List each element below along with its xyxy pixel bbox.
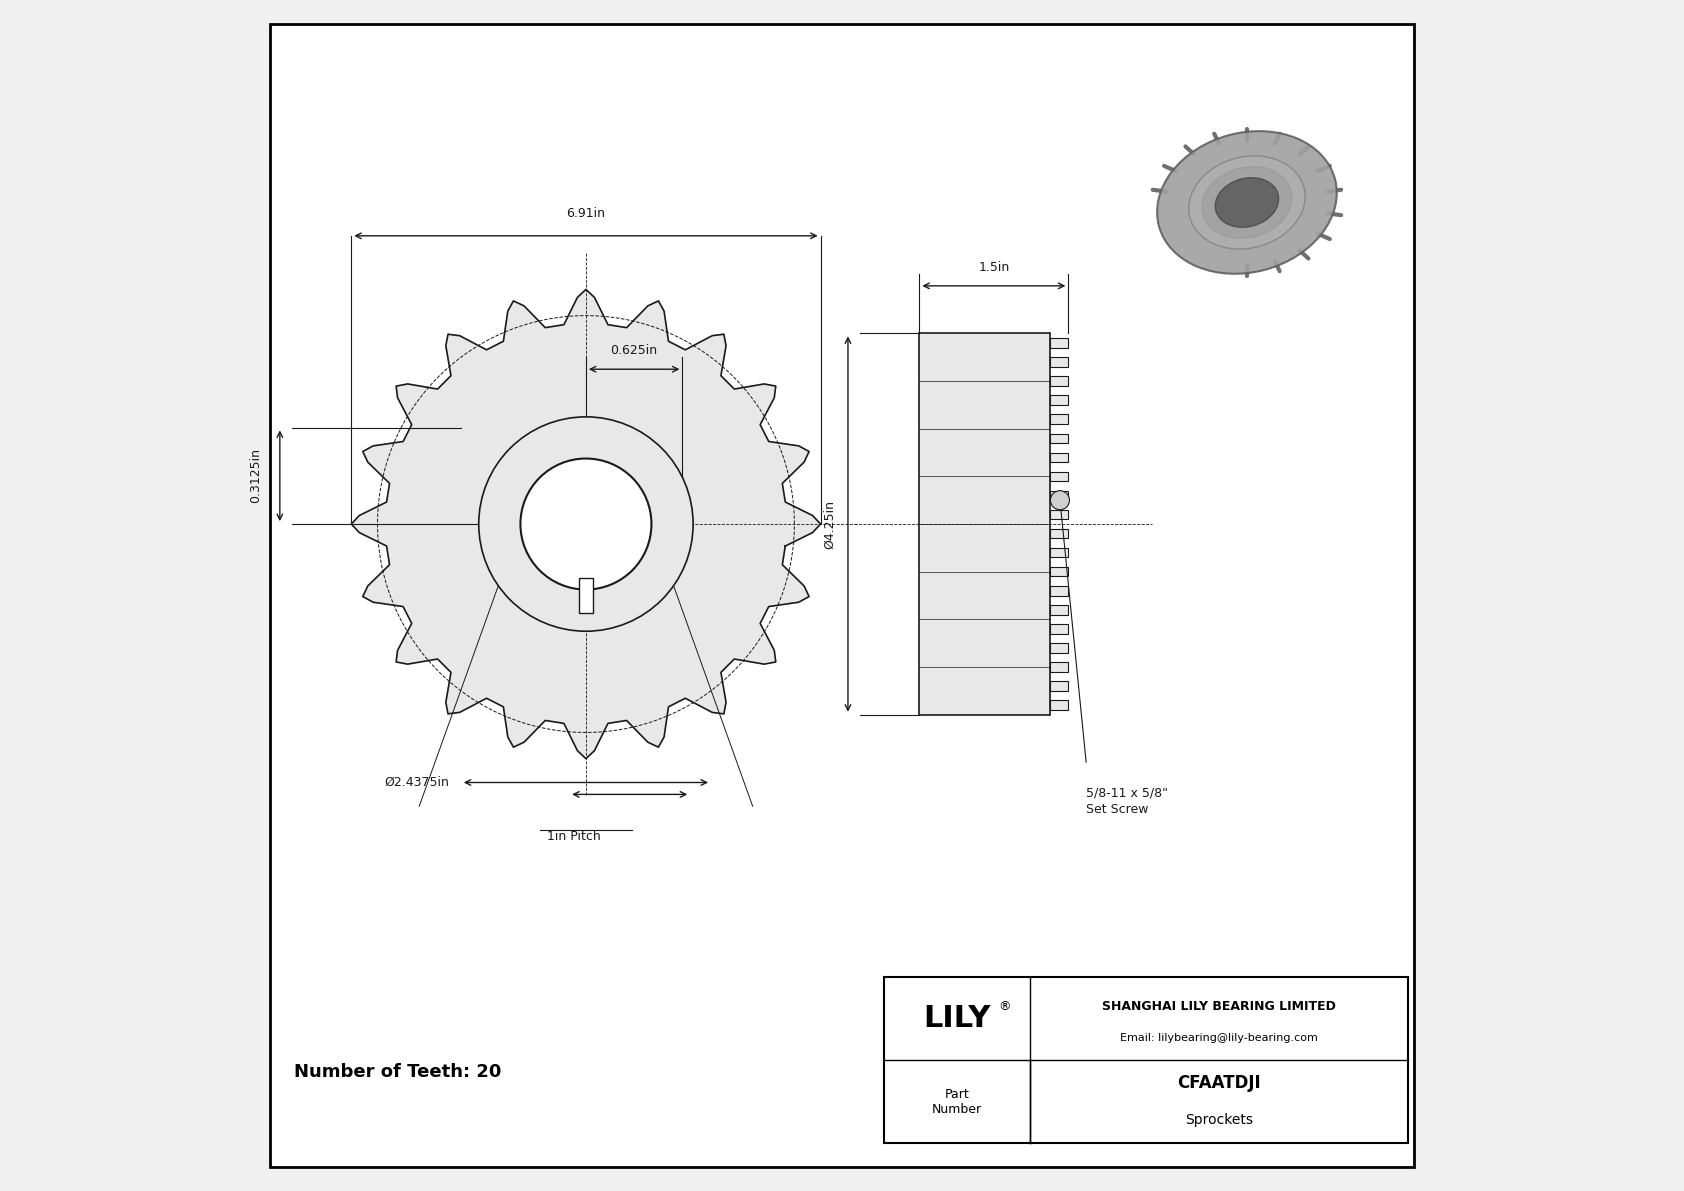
- Polygon shape: [352, 289, 820, 759]
- Bar: [919, 333, 1051, 715]
- Text: Number of Teeth: 20: Number of Teeth: 20: [295, 1062, 502, 1081]
- Bar: [1051, 567, 1068, 576]
- Bar: [884, 977, 1408, 1143]
- Bar: [1051, 662, 1068, 672]
- Ellipse shape: [1157, 131, 1337, 274]
- Text: 6.91in: 6.91in: [566, 207, 606, 220]
- Bar: [1051, 376, 1068, 386]
- Text: ®: ®: [999, 1000, 1010, 1014]
- Bar: [1051, 624, 1068, 634]
- Text: LILY: LILY: [923, 1004, 990, 1033]
- Bar: [579, 578, 593, 613]
- Ellipse shape: [1202, 167, 1292, 238]
- Bar: [1051, 529, 1068, 538]
- Bar: [1051, 434, 1068, 443]
- Text: SHANGHAI LILY BEARING LIMITED: SHANGHAI LILY BEARING LIMITED: [1101, 1000, 1335, 1014]
- Circle shape: [520, 459, 652, 590]
- Text: 5/8-11 x 5/8"
Set Screw: 5/8-11 x 5/8" Set Screw: [1086, 786, 1169, 816]
- Bar: [1051, 395, 1068, 405]
- Bar: [1051, 586, 1068, 596]
- Bar: [1051, 548, 1068, 557]
- Text: Ø4.25in: Ø4.25in: [823, 499, 835, 549]
- Bar: [1051, 472, 1068, 481]
- Bar: [1051, 510, 1068, 519]
- Bar: [1051, 681, 1068, 691]
- Bar: [1051, 605, 1068, 615]
- Text: CFAATDJI: CFAATDJI: [1177, 1074, 1261, 1092]
- Bar: [1051, 491, 1068, 500]
- Bar: [1051, 357, 1068, 367]
- Bar: [1051, 414, 1068, 424]
- Bar: [1051, 453, 1068, 462]
- FancyBboxPatch shape: [271, 24, 1413, 1167]
- Text: 0.625in: 0.625in: [611, 344, 658, 357]
- Bar: [1051, 700, 1068, 710]
- Circle shape: [478, 417, 694, 631]
- Circle shape: [1051, 491, 1069, 510]
- Text: Sprockets: Sprockets: [1186, 1114, 1253, 1127]
- Ellipse shape: [1189, 156, 1305, 249]
- Bar: [1051, 338, 1068, 348]
- Text: Part
Number: Part Number: [931, 1087, 982, 1116]
- Text: Ø2.4375in: Ø2.4375in: [384, 777, 450, 788]
- Text: 0.3125in: 0.3125in: [249, 448, 263, 504]
- Text: Email: lilybearing@lily-bearing.com: Email: lilybearing@lily-bearing.com: [1120, 1034, 1319, 1043]
- Text: 1in Pitch: 1in Pitch: [547, 830, 601, 843]
- Bar: [1051, 643, 1068, 653]
- Text: 1.5in: 1.5in: [978, 261, 1009, 274]
- Ellipse shape: [1216, 177, 1278, 227]
